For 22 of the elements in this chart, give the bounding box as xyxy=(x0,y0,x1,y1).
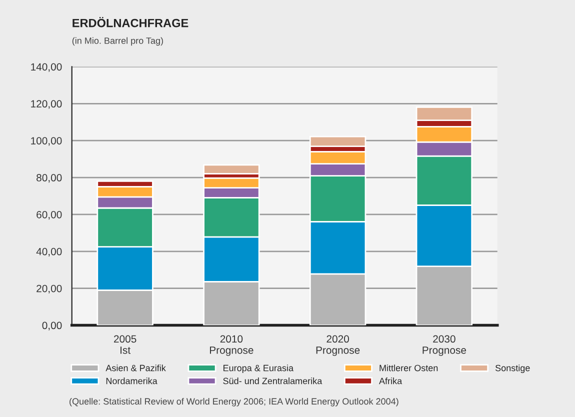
y-tick-label: 0,00 xyxy=(42,322,62,330)
chart-subtitle: (in Mio. Barrel pro Tag) xyxy=(72,37,163,46)
y-tick-label: 100,00 xyxy=(31,137,62,146)
y-tick-label: 80,00 xyxy=(36,174,62,183)
legend-label: Süd- und Zentralamerika xyxy=(223,378,322,384)
legend-label: Nordamerika xyxy=(106,378,158,384)
legend-label: Europa & Eurasia xyxy=(224,364,294,374)
y-tick-label: 140,00 xyxy=(31,63,62,72)
y-tick-label: 60,00 xyxy=(36,210,62,220)
legend-label: Asien & Pazifik xyxy=(106,364,166,372)
y-tick-label: 120,00 xyxy=(31,100,62,109)
x-tick-label: 2005 Ist xyxy=(114,335,136,354)
legend-label: Sonstige xyxy=(495,364,530,374)
x-tick-label: 2010 Prognose xyxy=(210,335,254,356)
text: (Quelle: Statistical Review of World Energy 2006; IEA World Energy Outlook 2004) xyxy=(70,398,398,406)
x-tick-label: 2030 Prognose xyxy=(422,335,466,356)
legend-label: Afrika xyxy=(379,378,402,384)
legend-label: Mittlerer Osten xyxy=(380,364,438,372)
chart-title: ERDÖLNACHFRAGE xyxy=(72,17,188,28)
y-tick-label: 20,00 xyxy=(36,284,62,294)
x-tick-label: 2020 Prognose xyxy=(316,335,360,356)
y-tick-label: 40,00 xyxy=(36,248,62,256)
